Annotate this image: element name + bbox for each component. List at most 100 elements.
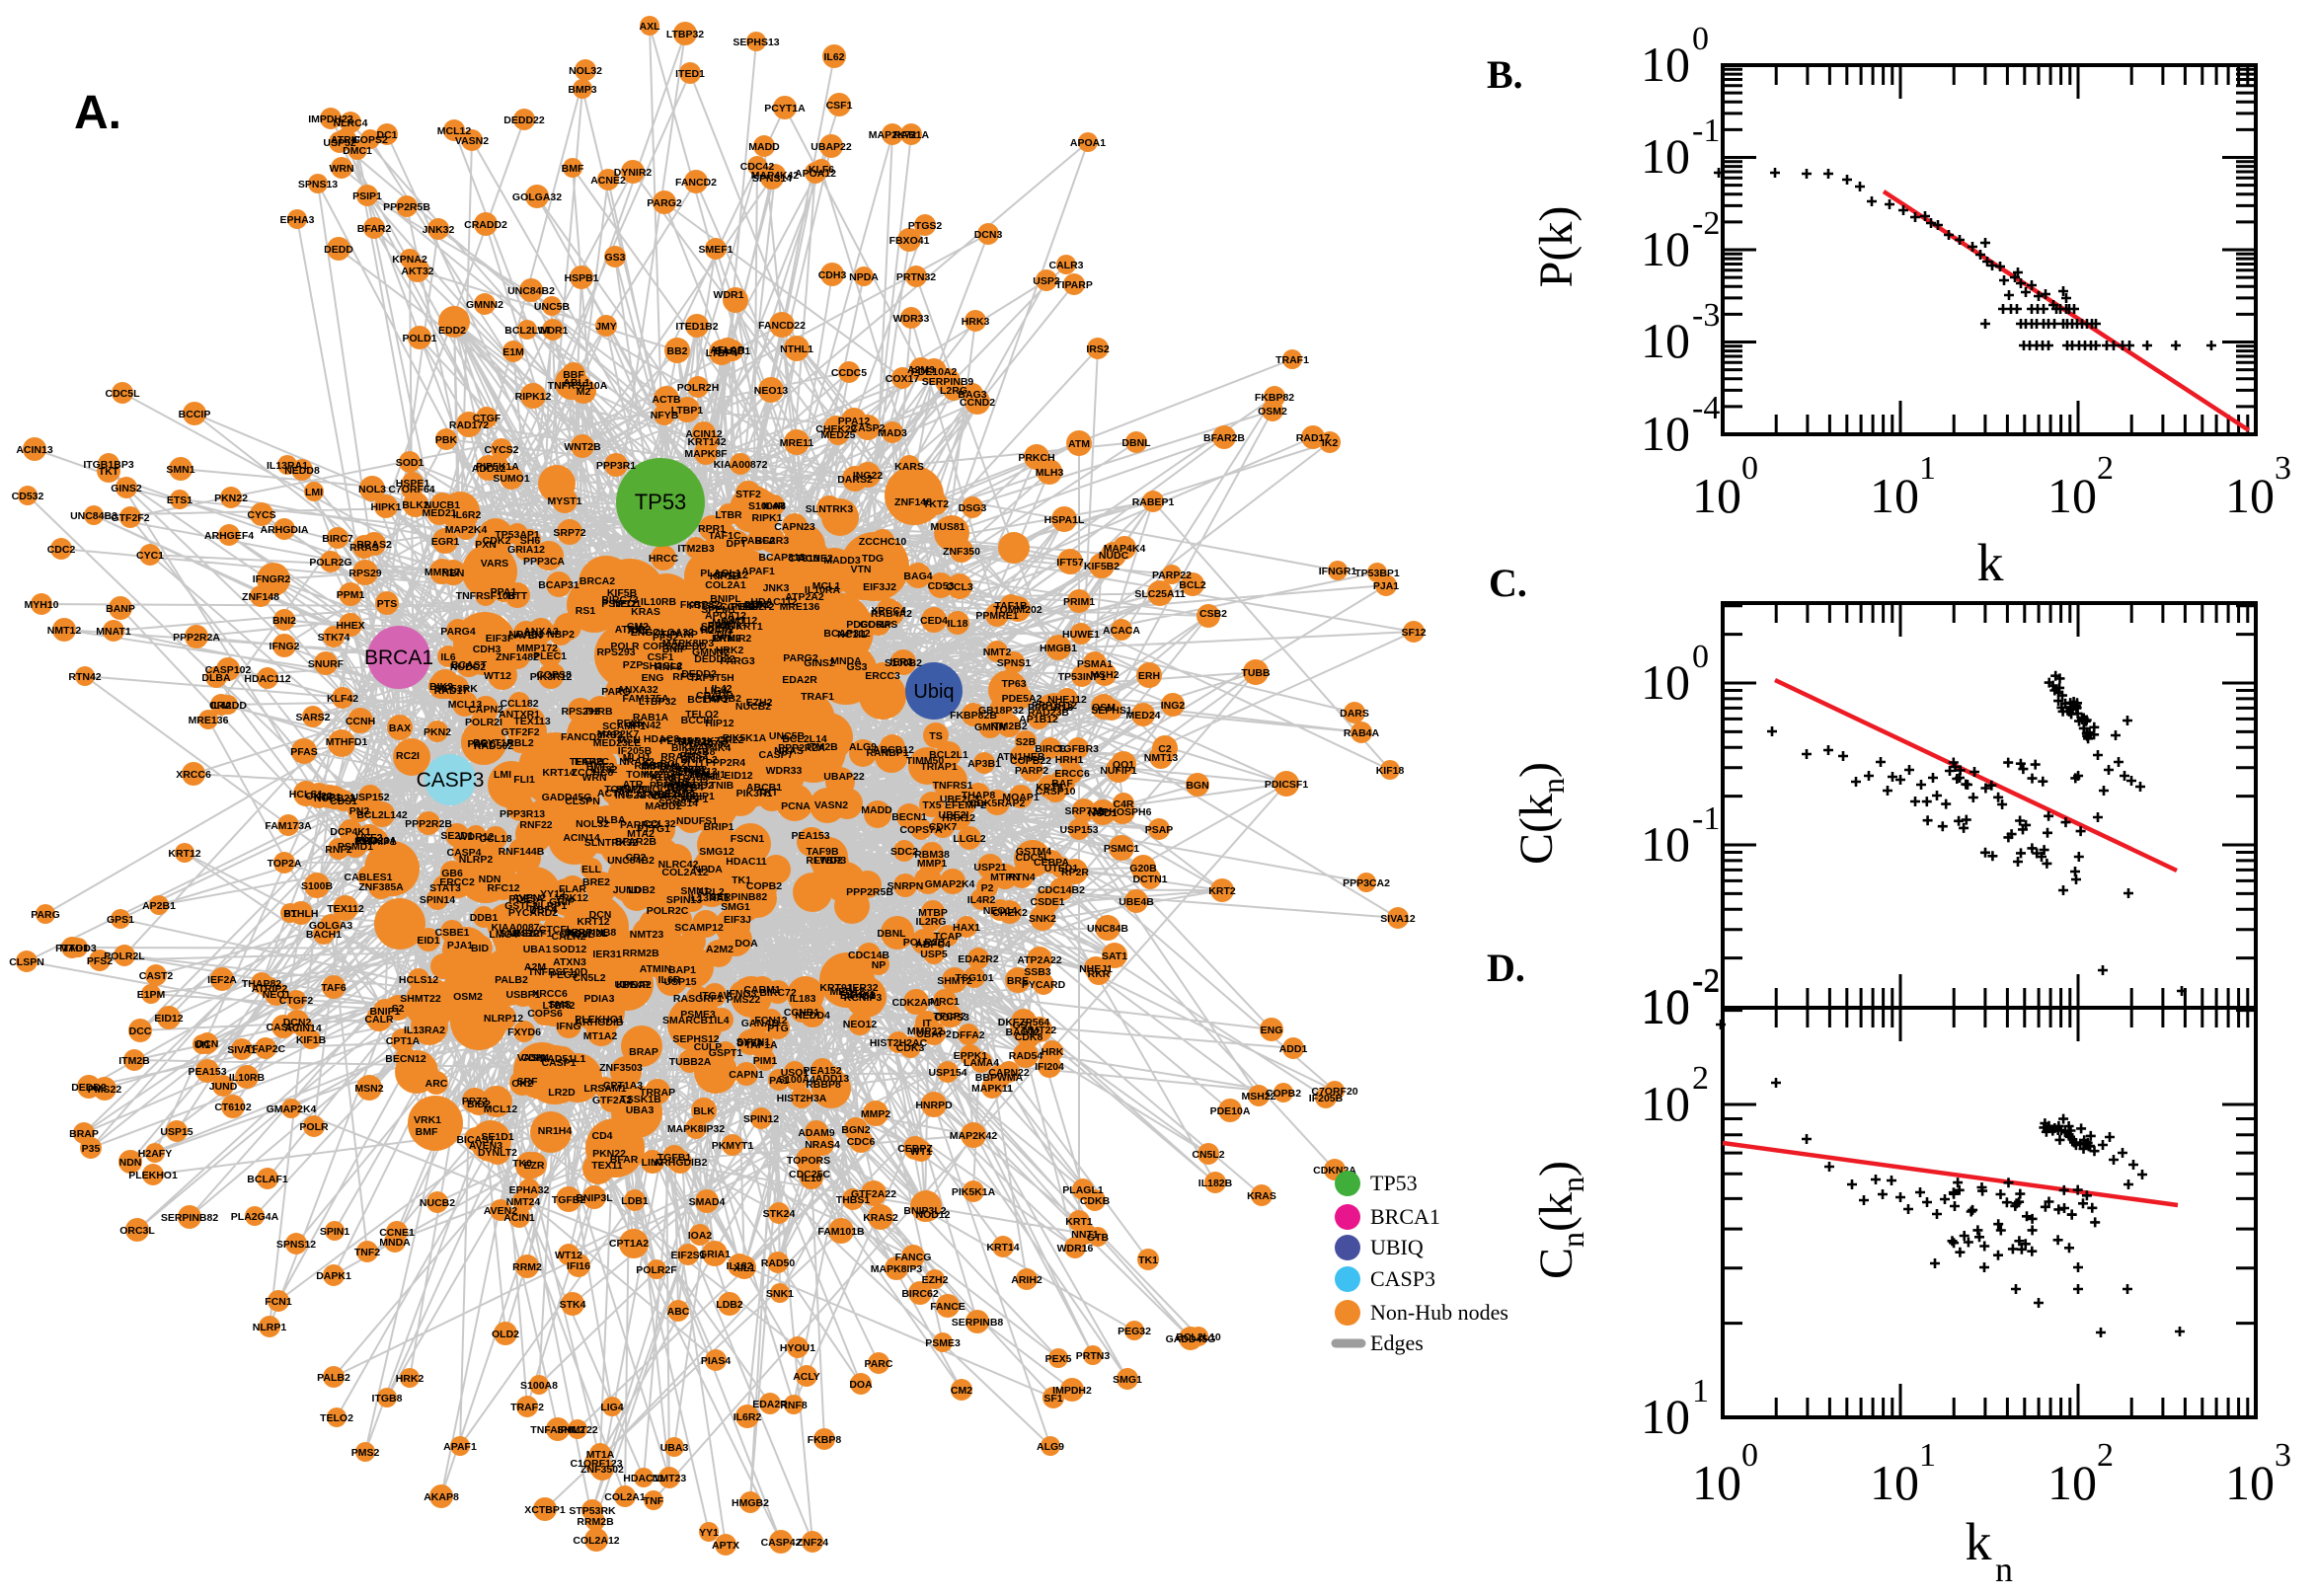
- svg-text:LTBP1: LTBP1: [671, 405, 704, 417]
- svg-text:S100B: S100B: [301, 880, 334, 892]
- svg-text:PDIA3: PDIA3: [584, 993, 615, 1005]
- svg-text:BFAR2B: BFAR2B: [1203, 432, 1245, 444]
- svg-text:2: 2: [2097, 1437, 2114, 1474]
- svg-text:SNRPN: SNRPN: [888, 880, 924, 892]
- svg-text:PSMC1: PSMC1: [1104, 843, 1139, 855]
- svg-text:USP154: USP154: [928, 1067, 966, 1079]
- svg-text:NOL32: NOL32: [569, 65, 602, 77]
- svg-text:A2M2: A2M2: [706, 944, 733, 955]
- svg-text:HAX1: HAX1: [953, 922, 980, 934]
- svg-text:0: 0: [1692, 639, 1709, 675]
- svg-text:CDC2: CDC2: [47, 544, 76, 556]
- svg-text:UBAP22: UBAP22: [811, 141, 852, 153]
- svg-text:COL2A12: COL2A12: [573, 1535, 619, 1547]
- svg-text:GSTF2: GSTF2: [504, 900, 538, 912]
- svg-text:TP53BP1: TP53BP1: [1354, 568, 1400, 579]
- svg-text:PARP2: PARP2: [1015, 765, 1048, 777]
- svg-text:GMAP2K4: GMAP2K4: [925, 878, 975, 890]
- svg-text:BCL2L1: BCL2L1: [929, 749, 968, 761]
- svg-text:PIM1: PIM1: [753, 1055, 778, 1067]
- svg-text:BNIF: BNIF: [662, 644, 687, 655]
- svg-text:NOL32: NOL32: [576, 818, 609, 830]
- svg-text:PRTN3: PRTN3: [1076, 1350, 1111, 1362]
- svg-text:PALB2: PALB2: [317, 1372, 350, 1384]
- svg-text:UBA3: UBA3: [660, 1442, 689, 1454]
- svg-text:KPNA2: KPNA2: [392, 254, 427, 266]
- svg-text:JUND: JUND: [209, 1081, 238, 1093]
- svg-text:RPS293: RPS293: [596, 646, 635, 658]
- svg-text:VRK12: VRK12: [555, 892, 588, 904]
- svg-text:CRADD: CRADD: [696, 690, 733, 702]
- svg-text:HMGB1: HMGB1: [1040, 643, 1077, 654]
- svg-text:IFNG: IFNG: [556, 1021, 580, 1032]
- svg-text:SHMT22: SHMT22: [557, 1424, 598, 1436]
- svg-text:ZCCHC10: ZCCHC10: [859, 536, 907, 548]
- svg-text:MYST1: MYST1: [547, 495, 581, 507]
- svg-text:ABC: ABC: [667, 1306, 690, 1318]
- svg-text:TKT: TKT: [99, 466, 119, 478]
- svg-text:CASP3: CASP3: [1370, 1266, 1435, 1291]
- svg-text:BIRC73: BIRC73: [601, 594, 639, 606]
- svg-text:MED24: MED24: [1125, 710, 1160, 722]
- svg-text:DAPK1: DAPK1: [316, 1270, 351, 1282]
- svg-text:WRN: WRN: [329, 163, 353, 175]
- svg-text:PARC: PARC: [865, 1358, 893, 1370]
- svg-text:AP2B1: AP2B1: [142, 900, 176, 912]
- svg-text:ADD1: ADD1: [1279, 1043, 1308, 1055]
- svg-text:RAD54: RAD54: [1009, 1050, 1043, 1062]
- svg-text:ZCCHC8: ZCCHC8: [572, 767, 614, 779]
- svg-text:RRM2B: RRM2B: [622, 948, 659, 959]
- svg-text:BANP: BANP: [106, 603, 135, 615]
- svg-text:PBK: PBK: [435, 434, 458, 446]
- svg-text:IOA2: IOA2: [688, 1230, 713, 1242]
- svg-text:PDE5A2: PDE5A2: [1002, 693, 1042, 705]
- svg-text:P2: P2: [981, 882, 994, 894]
- svg-text:LR2D: LR2D: [548, 1087, 576, 1099]
- svg-text:DCN: DCN: [196, 1038, 219, 1050]
- svg-text:MADD2: MADD2: [645, 800, 681, 812]
- svg-text:CYCS: CYCS: [247, 509, 275, 521]
- svg-text:ITM2B: ITM2B: [118, 1055, 150, 1067]
- svg-text:RFWD2: RFWD2: [806, 855, 842, 867]
- svg-text:PDICSF1: PDICSF1: [1265, 779, 1309, 791]
- svg-text:KLF42: KLF42: [327, 693, 358, 705]
- svg-text:BNIP3L2: BNIP3L2: [903, 1205, 946, 1217]
- svg-text:BCL2L14: BCL2L14: [504, 325, 550, 337]
- svg-text:BIRC7: BIRC7: [322, 533, 353, 545]
- svg-text:STK4: STK4: [560, 1299, 586, 1311]
- svg-text:NEO12: NEO12: [843, 1019, 878, 1030]
- svg-text:NDN: NDN: [119, 1157, 142, 1169]
- svg-text:TIPARP: TIPARP: [660, 629, 698, 641]
- svg-text:PTS: PTS: [377, 598, 397, 610]
- svg-text:IL182: IL182: [727, 1260, 753, 1272]
- svg-text:M2: M2: [577, 386, 591, 398]
- svg-text:MAPK11: MAPK11: [971, 1083, 1013, 1095]
- svg-text:PARP22: PARP22: [1152, 570, 1192, 581]
- svg-text:CPT1A: CPT1A: [386, 1035, 421, 1047]
- svg-text:MAP2K4: MAP2K4: [445, 524, 488, 536]
- svg-text:WDR33: WDR33: [766, 765, 803, 777]
- svg-text:CR2: CR2: [625, 852, 646, 864]
- svg-text:SEPHS13: SEPHS13: [733, 37, 779, 48]
- svg-text:BRE: BRE: [1007, 975, 1029, 987]
- svg-text:PPP3CA: PPP3CA: [523, 556, 565, 568]
- svg-text:FXYD6: FXYD6: [507, 1026, 541, 1038]
- svg-text:P(k): P(k): [1530, 206, 1583, 288]
- svg-text:0: 0: [1741, 1437, 1758, 1474]
- svg-text:UBE4P: UBE4P: [614, 979, 649, 991]
- svg-text:MAP4K42: MAP4K42: [751, 170, 800, 182]
- svg-text:DARS: DARS: [1340, 708, 1369, 720]
- svg-text:WNT2B: WNT2B: [564, 441, 601, 453]
- svg-text:XCTBP1: XCTBP1: [524, 1504, 566, 1516]
- svg-text:OSM2: OSM2: [453, 991, 483, 1003]
- svg-text:GPS1: GPS1: [107, 914, 134, 926]
- svg-text:CSDE1: CSDE1: [1030, 896, 1064, 908]
- svg-text:COPS3: COPS3: [934, 1012, 969, 1024]
- svg-text:RC2I: RC2I: [396, 750, 420, 762]
- svg-text:ATXN3: ATXN3: [553, 956, 586, 968]
- svg-text:PPP2R2B: PPP2R2B: [405, 818, 452, 830]
- svg-text:SCAMP12: SCAMP12: [674, 922, 724, 934]
- svg-text:PIK5K1A: PIK5K1A: [952, 1186, 996, 1198]
- svg-text:SMN1: SMN1: [166, 464, 194, 476]
- svg-text:NUCB22: NUCB22: [314, 793, 355, 804]
